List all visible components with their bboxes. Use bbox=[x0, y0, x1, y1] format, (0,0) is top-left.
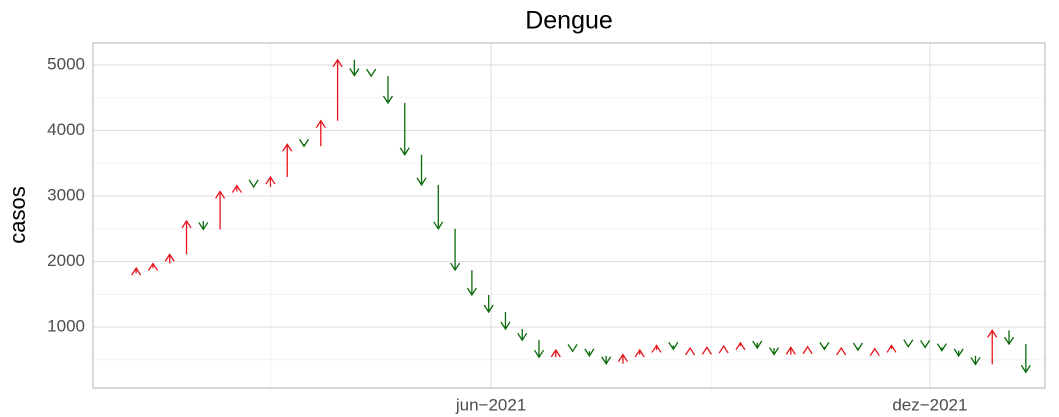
arrow bbox=[668, 341, 679, 351]
arrow bbox=[315, 119, 326, 147]
arrow bbox=[382, 76, 393, 105]
arrow bbox=[483, 294, 494, 314]
arrow bbox=[366, 68, 377, 78]
arrow bbox=[651, 344, 662, 353]
arrow bbox=[282, 143, 293, 178]
arrow bbox=[265, 175, 276, 187]
arrow bbox=[970, 355, 981, 366]
arrow bbox=[701, 346, 712, 355]
chart-title: Dengue bbox=[525, 7, 613, 35]
arrow bbox=[584, 348, 595, 358]
x-tick-label: jun−2021 bbox=[455, 395, 526, 414]
y-axis-label: casos bbox=[5, 186, 30, 243]
arrow bbox=[466, 270, 477, 297]
arrow bbox=[517, 329, 528, 342]
arrow bbox=[685, 346, 696, 356]
arrow bbox=[819, 341, 830, 351]
arrow bbox=[903, 339, 914, 348]
arrow bbox=[634, 348, 645, 358]
x-tick-label: dez−2021 bbox=[892, 395, 967, 414]
arrow bbox=[752, 340, 763, 350]
arrow bbox=[164, 253, 175, 264]
arrow bbox=[617, 353, 629, 364]
arrow bbox=[298, 138, 310, 148]
arrow bbox=[768, 347, 780, 356]
arrow bbox=[836, 346, 847, 356]
arrow bbox=[718, 344, 729, 354]
arrow bbox=[533, 340, 545, 359]
arrow bbox=[147, 262, 158, 271]
arrow bbox=[567, 343, 578, 353]
arrow bbox=[920, 340, 931, 349]
arrow bbox=[215, 190, 226, 230]
arrow bbox=[601, 355, 612, 365]
arrow bbox=[936, 343, 947, 352]
arrow bbox=[231, 184, 242, 193]
arrow bbox=[953, 348, 964, 358]
arrow bbox=[500, 312, 511, 331]
arrow bbox=[1020, 344, 1031, 374]
arrow bbox=[869, 347, 880, 357]
y-tick-label: 1000 bbox=[47, 317, 85, 336]
arrow bbox=[349, 59, 360, 77]
arrow bbox=[735, 341, 746, 351]
arrow bbox=[802, 345, 813, 355]
arrow bbox=[785, 346, 796, 355]
arrow bbox=[181, 219, 192, 255]
arrow bbox=[550, 348, 561, 358]
arrow bbox=[248, 179, 259, 189]
arrow bbox=[198, 220, 209, 231]
arrow bbox=[852, 342, 864, 352]
y-tick-label: 3000 bbox=[47, 186, 85, 205]
arrow bbox=[450, 228, 461, 272]
arrow bbox=[131, 266, 142, 276]
y-tick-label: 2000 bbox=[47, 251, 85, 270]
arrow bbox=[416, 154, 427, 187]
arrow bbox=[886, 344, 897, 353]
arrow bbox=[987, 329, 998, 365]
arrow bbox=[1003, 330, 1015, 346]
arrow bbox=[332, 58, 343, 121]
plot-border bbox=[92, 42, 1046, 389]
arrow bbox=[399, 103, 410, 156]
arrow bbox=[433, 184, 444, 231]
y-tick-label: 5000 bbox=[47, 54, 85, 73]
y-tick-label: 4000 bbox=[47, 120, 85, 139]
